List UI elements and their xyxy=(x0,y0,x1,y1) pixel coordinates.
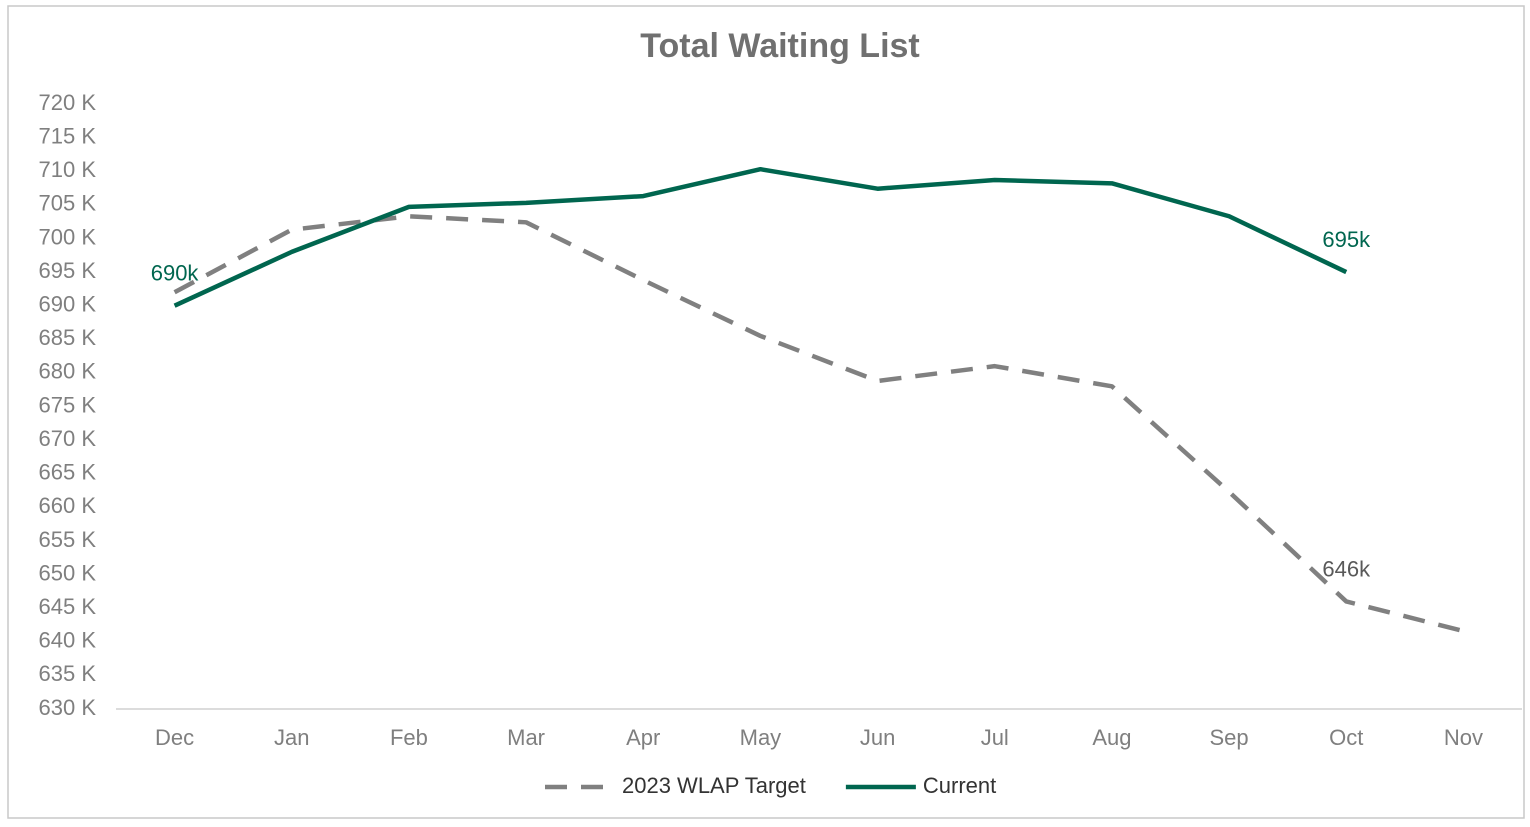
y-tick-label: 635 K xyxy=(39,661,97,686)
x-tick-label: Oct xyxy=(1329,725,1363,750)
x-tick-label: Apr xyxy=(626,725,660,750)
y-tick-label: 695 K xyxy=(39,258,97,283)
y-tick-label: 660 K xyxy=(39,493,97,518)
series-line xyxy=(173,166,1348,308)
x-tick-label: Feb xyxy=(390,725,428,750)
x-tick-label: Nov xyxy=(1444,725,1483,750)
y-tick-label: 675 K xyxy=(39,392,97,417)
y-tick-label: 645 K xyxy=(39,594,97,619)
y-tick-label: 715 K xyxy=(39,123,97,148)
y-tick-label: 630 K xyxy=(39,695,97,720)
x-tick-label: Sep xyxy=(1210,725,1249,750)
data-label: 695k xyxy=(1322,227,1371,252)
y-tick-label: 665 K xyxy=(39,460,97,485)
data-label: 646k xyxy=(1322,556,1371,581)
x-tick-label: Jul xyxy=(981,725,1009,750)
x-tick-label: Jun xyxy=(860,725,895,750)
x-tick-label: Dec xyxy=(155,725,194,750)
x-tick-label: Jan xyxy=(274,725,309,750)
legend-label: 2023 WLAP Target xyxy=(622,773,806,798)
series-line xyxy=(173,214,1464,634)
y-tick-label: 710 K xyxy=(39,157,97,182)
x-tick-label: May xyxy=(740,725,782,750)
y-tick-label: 690 K xyxy=(39,291,97,316)
y-tick-label: 655 K xyxy=(39,527,97,552)
y-tick-label: 670 K xyxy=(39,426,97,451)
y-tick-label: 700 K xyxy=(39,224,97,249)
chart-border xyxy=(7,5,1525,819)
x-tick-label: Mar xyxy=(507,725,545,750)
y-tick-label: 650 K xyxy=(39,560,97,585)
x-tick-label: Aug xyxy=(1092,725,1131,750)
data-label: 690k xyxy=(151,260,200,285)
y-tick-label: 705 K xyxy=(39,191,97,216)
chart-title: Total Waiting List xyxy=(640,27,920,65)
y-tick-label: 680 K xyxy=(39,359,97,384)
legend-label: Current xyxy=(923,773,996,798)
y-tick-label: 640 K xyxy=(39,628,97,653)
y-tick-label: 720 K xyxy=(39,90,97,115)
y-tick-label: 685 K xyxy=(39,325,97,350)
